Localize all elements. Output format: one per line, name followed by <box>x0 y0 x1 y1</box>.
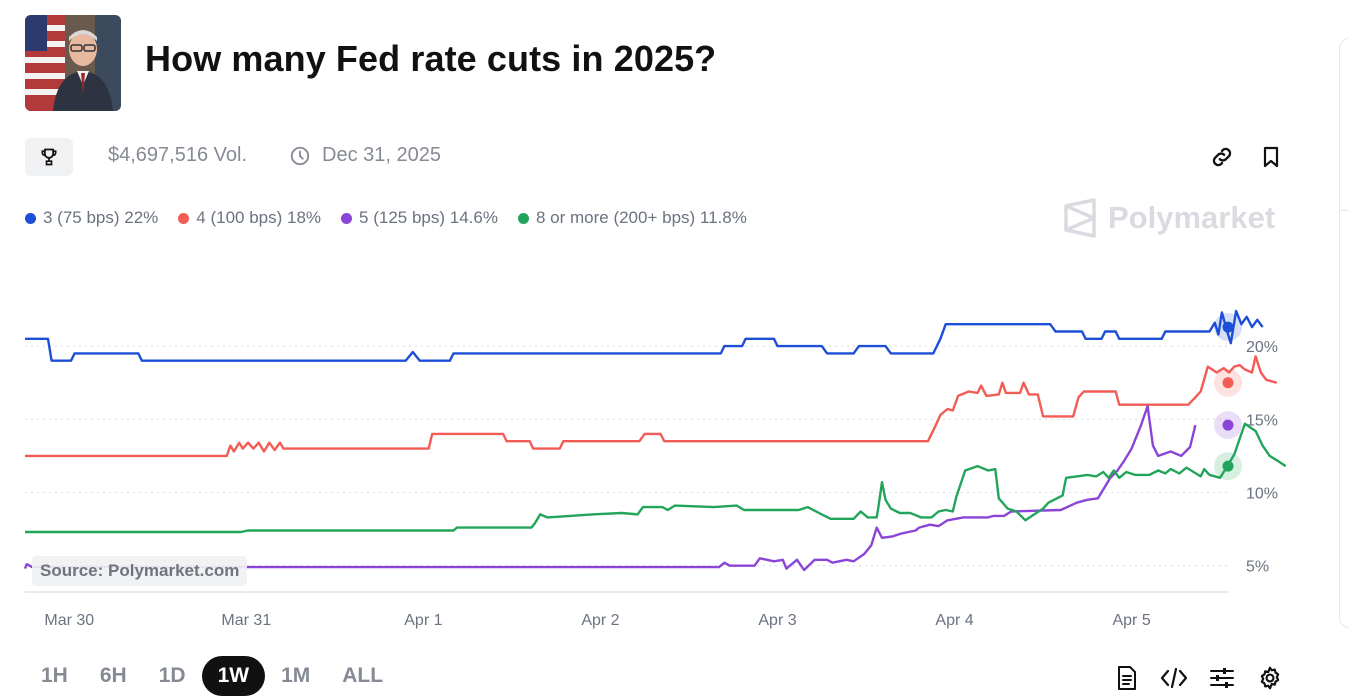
bookmark-icon <box>1263 146 1279 168</box>
time-range-selector: 1H 6H 1D 1W 1M ALL <box>25 656 399 696</box>
chart-legend: 3 (75 bps) 22% 4 (100 bps) 18% 5 (125 bp… <box>25 208 747 228</box>
legend-dot <box>178 212 190 224</box>
x-tick-label: Mar 31 <box>221 612 271 629</box>
range-1m[interactable]: 1M <box>281 664 311 687</box>
range-6h[interactable]: 6H <box>99 664 127 687</box>
chart-source: Source: Polymarket.com <box>32 556 248 586</box>
x-tick-label: Mar 30 <box>44 612 94 629</box>
brand-name: Polymarket <box>1108 200 1276 235</box>
legend-label: 3 (75 bps) 22% <box>43 208 159 227</box>
link-icon <box>1212 147 1232 167</box>
legend-dot <box>25 212 36 224</box>
fed-chair-photo-icon <box>25 15 121 111</box>
chart-settings-button[interactable] <box>1208 664 1236 692</box>
range-1d[interactable]: 1D <box>158 664 186 687</box>
legend-label: 4 (100 bps) 18% <box>196 208 322 227</box>
gear-icon <box>1260 666 1280 690</box>
x-tick-label: Apr 4 <box>935 612 973 629</box>
embed-button[interactable] <box>1160 664 1188 692</box>
legend-item[interactable]: 5 (125 bps) 14.6% <box>341 208 498 228</box>
x-tick-label: Apr 3 <box>758 612 796 629</box>
legend-label: 8 or more (200+ bps) 11.8% <box>535 208 747 227</box>
legend-item[interactable]: 4 (100 bps) 18% <box>178 208 321 228</box>
series-end-dot <box>1222 377 1234 389</box>
trophy-button[interactable] <box>25 138 73 176</box>
legend-dot <box>341 212 353 224</box>
series-line <box>25 355 1278 458</box>
series-end-dot <box>1222 460 1234 472</box>
market-title: How many Fed rate cuts in 2025? <box>145 38 717 79</box>
market-thumbnail <box>25 15 121 111</box>
series-line <box>23 404 1197 572</box>
code-icon <box>1160 667 1188 689</box>
range-1w[interactable]: 1W <box>201 656 266 696</box>
settings-button[interactable] <box>1256 664 1284 692</box>
side-panel <box>1339 37 1349 629</box>
volume-label: $4,697,516 Vol. <box>108 144 248 166</box>
bookmark-button[interactable] <box>1257 143 1285 171</box>
y-tick-label: 20% <box>1246 339 1278 356</box>
legend-label: 5 (125 bps) 14.6% <box>359 208 498 227</box>
copy-link-button[interactable] <box>1208 143 1236 171</box>
sliders-icon <box>1210 668 1234 688</box>
x-tick-label: Apr 5 <box>1112 612 1150 629</box>
trophy-icon <box>41 148 57 166</box>
end-date-label: Dec 31, 2025 <box>322 144 441 166</box>
x-tick-label: Apr 1 <box>404 612 442 629</box>
series-end-dot <box>1222 321 1234 333</box>
polymarket-logo-icon <box>1064 198 1096 238</box>
document-icon <box>1118 666 1136 690</box>
range-all[interactable]: ALL <box>342 664 384 687</box>
y-tick-label: 5% <box>1246 559 1269 576</box>
price-chart[interactable]: 5% 10% 15% 20% Mar 30 Mar 31 Apr 1 Apr 2 Apr 3 Ap… <box>0 270 1300 640</box>
polymarket-watermark: Polymarket <box>1062 198 1275 238</box>
series-line <box>25 422 1287 534</box>
series-line <box>25 309 1264 362</box>
legend-dot <box>517 212 529 224</box>
clock-icon <box>289 145 311 167</box>
x-tick-label: Apr 2 <box>581 612 619 629</box>
y-tick-label: 15% <box>1246 412 1278 429</box>
series-end-dot <box>1222 419 1234 431</box>
range-1h[interactable]: 1H <box>41 664 68 687</box>
legend-item[interactable]: 3 (75 bps) 22% <box>25 208 158 228</box>
legend-item[interactable]: 8 or more (200+ bps) 11.8% <box>517 208 747 228</box>
side-panel-divider <box>1340 210 1349 211</box>
rules-button[interactable] <box>1114 664 1140 692</box>
y-tick-label: 10% <box>1246 485 1278 502</box>
